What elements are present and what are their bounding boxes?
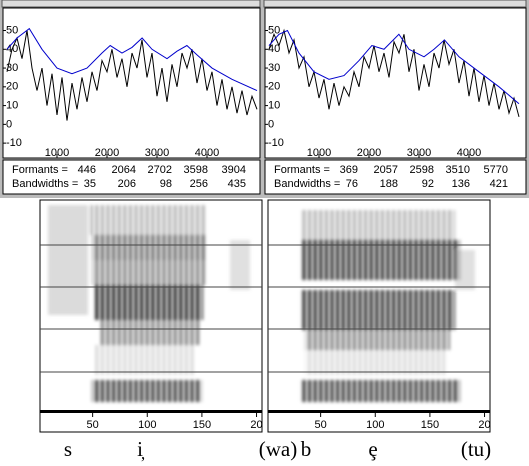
row-label: Bandwidths = bbox=[274, 178, 340, 190]
table-value: 421 bbox=[490, 178, 508, 190]
y-tick-label: 30 bbox=[6, 62, 18, 74]
y-tick-label: 50 bbox=[268, 24, 280, 36]
row-label: Formants = bbox=[274, 164, 330, 176]
table-value: 2064 bbox=[112, 164, 136, 176]
formant-table bbox=[264, 159, 527, 195]
table-value: 446 bbox=[78, 164, 96, 176]
x-tick-label: 50 bbox=[315, 419, 327, 431]
table-value: 136 bbox=[452, 178, 470, 190]
y-tick-label: -10 bbox=[6, 137, 22, 149]
row-label: Bandwidths = bbox=[12, 178, 78, 190]
table-value: 188 bbox=[380, 178, 398, 190]
spectrum-line bbox=[6, 30, 258, 121]
table-value: 3510 bbox=[446, 164, 470, 176]
y-tick-label: 20 bbox=[6, 81, 18, 93]
y-tick-label: -10 bbox=[268, 137, 284, 149]
window-header bbox=[1, 0, 261, 8]
x-tick-label: 1000 bbox=[307, 147, 331, 159]
table-value: 2702 bbox=[148, 164, 172, 176]
spectrum-plot bbox=[2, 7, 261, 159]
table-value: 3598 bbox=[184, 164, 208, 176]
phonetic-label: (wa) bbox=[259, 437, 297, 461]
y-tick-label: 30 bbox=[268, 62, 280, 74]
phonetic-label: i̦ bbox=[137, 437, 145, 462]
phonetic-label: s bbox=[64, 437, 72, 461]
table-value: 92 bbox=[422, 178, 434, 190]
x-tick-label: 1000 bbox=[45, 147, 69, 159]
table-value: 2057 bbox=[374, 164, 398, 176]
table-value: 369 bbox=[340, 164, 358, 176]
x-tick-label: 4000 bbox=[195, 147, 219, 159]
x-tick-label: 100 bbox=[366, 419, 384, 431]
window-header bbox=[263, 0, 527, 8]
x-tick-label: 2000 bbox=[357, 147, 381, 159]
y-tick-label: 0 bbox=[6, 118, 12, 130]
table-value: 206 bbox=[118, 178, 136, 190]
y-tick-label: 20 bbox=[268, 81, 280, 93]
y-tick-label: 10 bbox=[6, 99, 18, 111]
table-value: 5770 bbox=[484, 164, 508, 176]
spectrum-line bbox=[6, 27, 258, 92]
spectrum-plot bbox=[264, 7, 527, 159]
x-tick-label: 20 bbox=[250, 419, 262, 431]
row-label: Formants = bbox=[12, 164, 68, 176]
spectrogram bbox=[39, 199, 263, 433]
table-value: 435 bbox=[228, 178, 246, 190]
spectrum-line bbox=[268, 29, 520, 105]
y-tick-label: 10 bbox=[268, 99, 280, 111]
spectrogram bbox=[267, 199, 491, 433]
table-value: 3904 bbox=[222, 164, 246, 176]
x-tick-label: 3000 bbox=[407, 147, 431, 159]
table-value: 256 bbox=[190, 178, 208, 190]
x-tick-label: 100 bbox=[138, 419, 156, 431]
formant-table bbox=[2, 159, 261, 195]
x-tick-label: 20 bbox=[478, 419, 490, 431]
phonetic-label: b bbox=[301, 437, 312, 461]
x-tick-label: 150 bbox=[193, 419, 211, 431]
x-tick-label: 50 bbox=[87, 419, 99, 431]
table-value: 98 bbox=[160, 178, 172, 190]
y-tick-label: 40 bbox=[268, 43, 280, 55]
table-value: 76 bbox=[346, 178, 358, 190]
phonetic-label: ȩ bbox=[368, 437, 377, 461]
spectrum-line bbox=[268, 28, 520, 117]
x-tick-label: 3000 bbox=[145, 147, 169, 159]
x-tick-label: 150 bbox=[421, 419, 439, 431]
phonetic-label: (tu) bbox=[461, 437, 491, 461]
x-tick-label: 2000 bbox=[95, 147, 119, 159]
x-tick-label: 4000 bbox=[457, 147, 481, 159]
y-tick-label: 0 bbox=[268, 118, 274, 130]
table-value: 35 bbox=[84, 178, 96, 190]
y-tick-label: 50 bbox=[6, 24, 18, 36]
table-value: 2598 bbox=[410, 164, 434, 176]
